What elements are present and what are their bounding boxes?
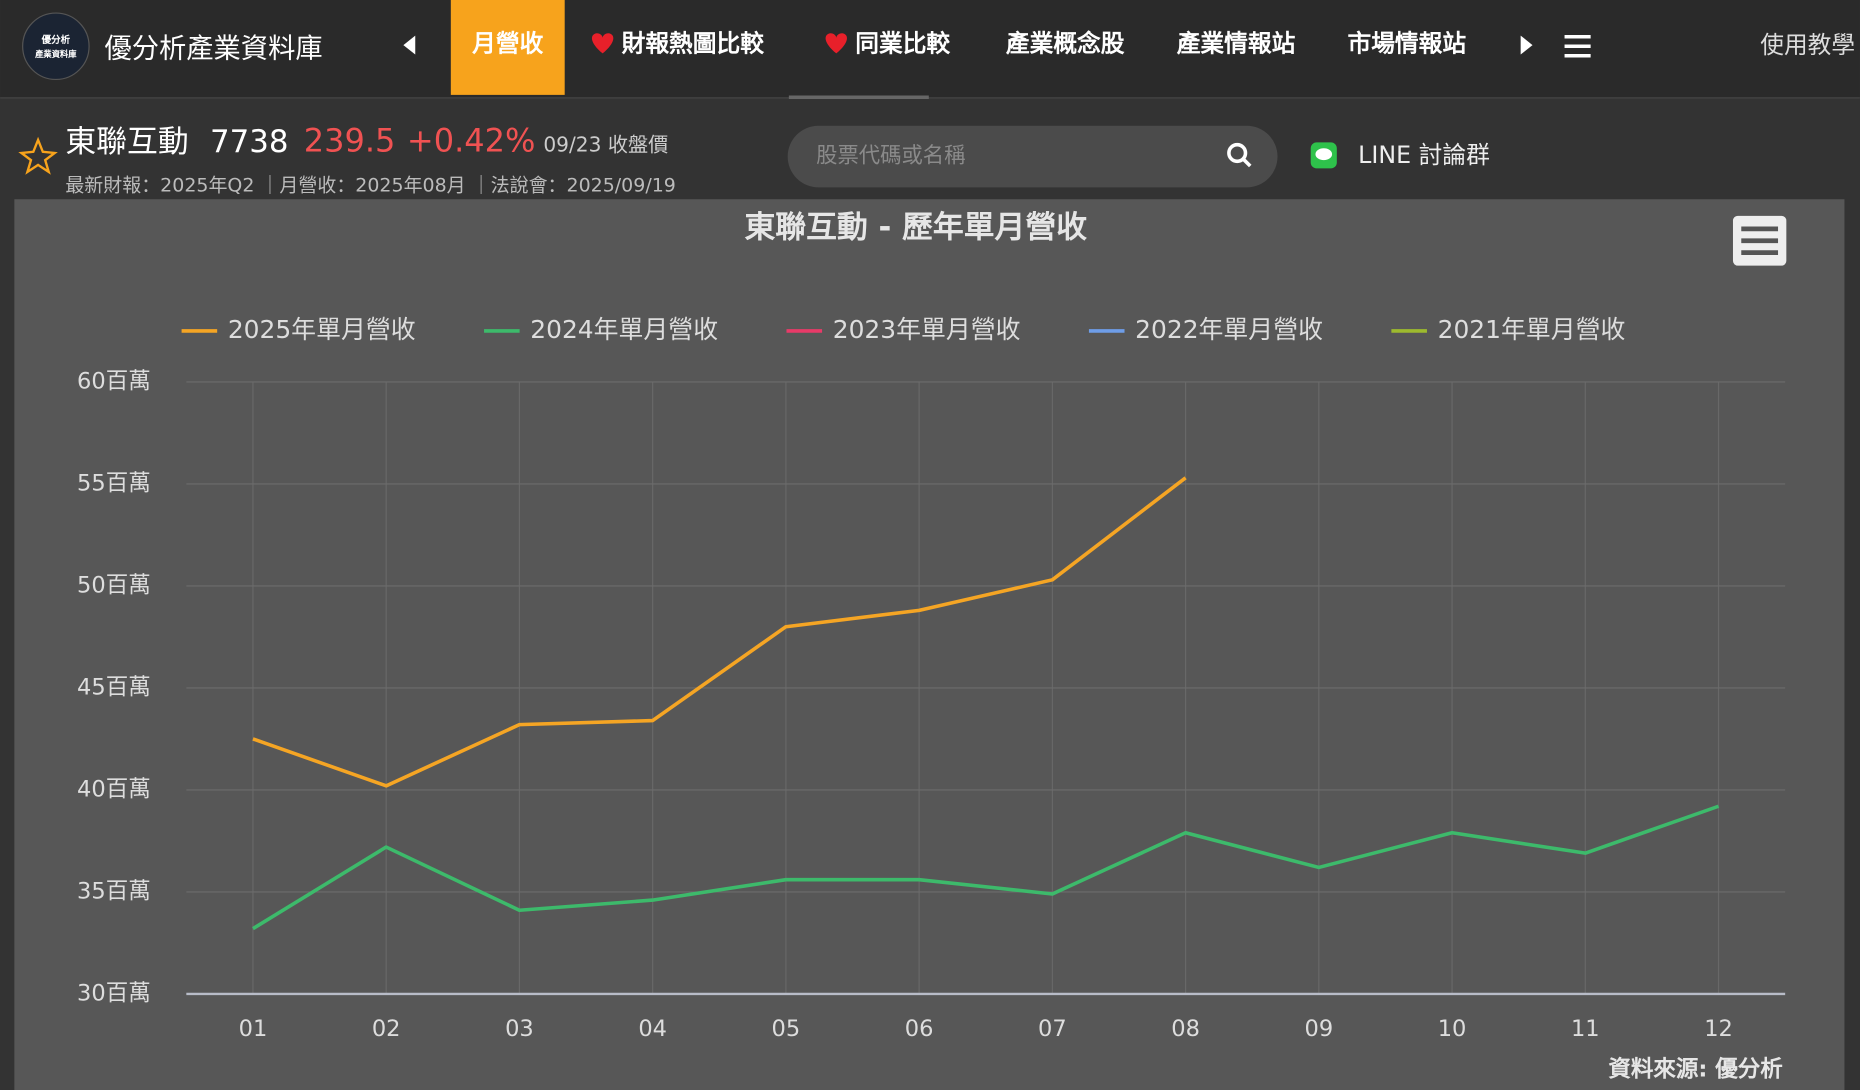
x-tick-label: 06 <box>905 1016 934 1042</box>
line-group-link[interactable]: LINE 討論群 <box>1358 141 1490 169</box>
chart-title: 東聯互動 - 歷年單月營收 <box>744 209 1087 245</box>
stock-price: 239.5 <box>304 121 396 159</box>
y-tick-label: 50百萬 <box>77 572 151 598</box>
nav-item[interactable]: 月營收 <box>471 30 543 58</box>
favorite-star[interactable] <box>18 136 58 175</box>
series-line <box>252 804 1720 931</box>
x-tick-label: 02 <box>372 1016 401 1042</box>
y-tick-label: 45百萬 <box>77 674 151 700</box>
x-tick-label: 05 <box>772 1016 801 1042</box>
heart-icon <box>825 33 847 54</box>
legend-label: 2021年單月營收 <box>1438 315 1626 344</box>
legend-label: 2024年單月營收 <box>530 315 718 344</box>
price-date: 09/23 收盤價 <box>543 132 668 156</box>
nav-prev[interactable] <box>403 35 416 55</box>
logo-text: 產業資料庫 <box>34 49 77 59</box>
nav-menu[interactable] <box>1564 34 1591 58</box>
x-tick-label: 11 <box>1571 1016 1600 1042</box>
search-icon <box>1241 157 1252 168</box>
nav-item[interactable]: 產業情報站 <box>1177 30 1296 58</box>
legend-label: 2025年單月營收 <box>228 315 416 344</box>
tutorial-link[interactable]: 使用教學 <box>1760 31 1855 59</box>
stock-code: 7738 <box>210 124 288 160</box>
x-tick-label: 03 <box>505 1016 534 1042</box>
y-tick-label: 35百萬 <box>77 878 151 904</box>
stock-change: +0.42% <box>407 121 536 159</box>
chart-menu-icon <box>1741 226 1779 256</box>
x-tick-label: 04 <box>638 1016 667 1042</box>
y-tick-label: 60百萬 <box>77 368 151 394</box>
nav-item[interactable]: 財報熱圖比較 <box>622 30 765 58</box>
chart-panel <box>14 199 1845 1090</box>
search-box[interactable] <box>787 125 1278 188</box>
y-tick-label: 30百萬 <box>77 980 151 1006</box>
x-tick-label: 07 <box>1038 1016 1067 1042</box>
nav-bar <box>0 0 1860 98</box>
stock-info: 最新財報：2025年Q2 ｜月營收：2025年08月 ｜法說會：2025/09/… <box>65 175 676 197</box>
stock-name: 東聯互動 <box>65 124 188 160</box>
x-tick-label: 12 <box>1704 1016 1733 1042</box>
heart-icon <box>591 33 614 54</box>
logo[interactable] <box>22 12 90 81</box>
series-line <box>252 476 1187 788</box>
x-tick-label: 10 <box>1438 1016 1467 1042</box>
source-note: 資料來源: 優分析 <box>1608 1055 1782 1082</box>
search-icon[interactable] <box>1227 142 1248 164</box>
x-tick-label: 08 <box>1171 1016 1200 1042</box>
nav-item[interactable]: 市場情報站 <box>1347 30 1466 58</box>
nav-next[interactable] <box>1520 35 1533 55</box>
brand[interactable]: 優分析產業資料庫 <box>104 33 322 64</box>
nav-item[interactable]: 產業概念股 <box>1006 30 1125 58</box>
nav-active-tab[interactable] <box>450 0 565 95</box>
x-tick-label: 01 <box>239 1016 268 1042</box>
y-tick-label: 55百萬 <box>77 470 151 496</box>
plot: 30百萬 35百萬 40百萬 45百萬 50百萬 55百萬 60百萬 01 02 03 04 05 06… <box>77 315 1786 1082</box>
legend-label: 2022年單月營收 <box>1135 315 1323 344</box>
line-icon <box>1315 148 1333 161</box>
logo-text: 優分析 <box>41 34 71 46</box>
legend-label: 2023年單月營收 <box>833 315 1021 344</box>
search-placeholder: 股票代碼或名稱 <box>816 144 965 169</box>
y-tick-label: 40百萬 <box>77 776 151 802</box>
x-tick-label: 09 <box>1305 1016 1334 1042</box>
nav-item[interactable]: 同業比較 <box>855 30 950 58</box>
